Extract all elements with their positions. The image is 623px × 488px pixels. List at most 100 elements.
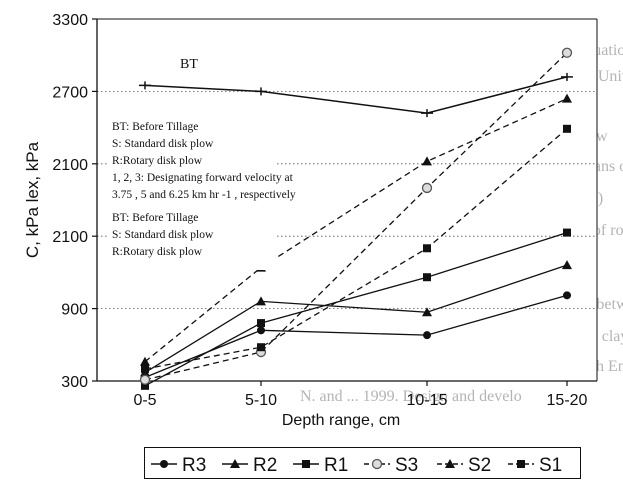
- annotation-note: R:Rotary disk plow: [112, 246, 203, 258]
- annotation-note: S: Standard disk plow: [112, 138, 214, 150]
- marker-square: [563, 124, 571, 133]
- series-line: [144, 264, 568, 374]
- legend-label: R3: [182, 455, 206, 476]
- data-point: [255, 87, 267, 96]
- marker-square: [257, 343, 265, 352]
- x-tick-label: 15-20: [547, 392, 588, 409]
- data-point: [563, 228, 571, 237]
- legend-marker: [517, 460, 525, 468]
- x-tick-label: 10-15: [407, 392, 448, 409]
- x-tick-label: 5-10: [245, 392, 277, 409]
- legend-label: S3: [395, 455, 418, 476]
- data-point: [139, 81, 151, 90]
- marker-open-circle: [421, 182, 433, 194]
- data-point: [563, 291, 571, 300]
- legend-item-r2: R2: [222, 455, 277, 476]
- series-line: [144, 231, 568, 387]
- data-point: [421, 182, 433, 194]
- legend-marker: [160, 460, 168, 468]
- legend-item-r3: R3: [151, 455, 206, 476]
- data-point: [257, 343, 265, 352]
- series-line: [144, 76, 568, 114]
- annotation-note: BT: Before Tillage: [112, 212, 198, 224]
- data-point: [423, 331, 431, 340]
- data-point: [422, 307, 432, 317]
- data-point: [257, 326, 265, 335]
- legend-label: S2: [468, 455, 491, 476]
- legend-label: S1: [539, 455, 562, 476]
- data-point: [563, 124, 571, 133]
- marker-open-circle: [371, 458, 383, 470]
- annotation-note: S: Standard disk plow: [112, 229, 214, 241]
- marker-triangle: [230, 459, 240, 468]
- legend-marker: [230, 459, 240, 468]
- annotation-note: BT: Before Tillage: [112, 121, 198, 133]
- marker-circle: [160, 460, 168, 468]
- legend-marker: [445, 459, 455, 468]
- y-tick-label: 300: [61, 374, 88, 391]
- note-box-1: [107, 114, 277, 204]
- marker-circle: [257, 326, 265, 335]
- data-point: [140, 356, 150, 366]
- data-point: [561, 47, 573, 58]
- marker-open-circle: [561, 47, 573, 58]
- data-point: [562, 260, 572, 270]
- legend-item-s2: S2: [437, 455, 491, 476]
- data-point: [141, 381, 149, 390]
- y-tick-label: 2700: [52, 84, 88, 101]
- data-point: [257, 319, 265, 328]
- legend-marker: [302, 460, 310, 468]
- annotation-note: 3.75 , 5 and 6.25 km hr -1 , respectivel…: [112, 189, 296, 201]
- marker-square: [141, 364, 149, 373]
- marker-square: [517, 460, 525, 468]
- marker-circle: [423, 331, 431, 340]
- x-axis-title: Depth range, cm: [282, 412, 400, 429]
- marker-square: [423, 244, 431, 253]
- marker-triangle: [562, 93, 572, 103]
- data-point: [561, 72, 573, 81]
- bt-series-label: BT: [180, 57, 198, 72]
- marker-square: [141, 381, 149, 390]
- series-group: [139, 47, 573, 390]
- marker-square: [302, 460, 310, 468]
- marker-triangle: [422, 156, 432, 166]
- marker-circle: [563, 291, 571, 300]
- data-point: [422, 156, 432, 166]
- annotation-note: R:Rotary disk plow: [112, 155, 203, 167]
- marker-triangle: [422, 307, 432, 317]
- marker-square: [423, 273, 431, 282]
- series-s1: [141, 124, 571, 373]
- series-line: [144, 98, 568, 363]
- marker-triangle: [445, 459, 455, 468]
- y-tick-label: 900: [61, 302, 88, 319]
- data-point: [423, 244, 431, 253]
- y-tick-label: 2100: [52, 157, 88, 174]
- data-point: [256, 296, 266, 306]
- series-line: [144, 52, 568, 381]
- marker-triangle: [562, 260, 572, 270]
- series-r2: [140, 260, 572, 377]
- series-r1: [141, 228, 571, 390]
- marker-square: [563, 228, 571, 237]
- chart-legend: R3 R2 R1 S3 S2 S1: [144, 447, 581, 479]
- legend-label: R1: [324, 455, 348, 476]
- data-point: [562, 93, 572, 103]
- series-bt: [139, 72, 573, 118]
- y-tick-label: 2100: [52, 229, 88, 246]
- legend-marker: [371, 458, 383, 470]
- note-box-2: [107, 206, 277, 270]
- legend-item-s1: S1: [508, 455, 562, 476]
- y-axis-title: C, kPa lex, kPa: [23, 141, 42, 258]
- data-point: [139, 374, 151, 385]
- marker-square: [257, 319, 265, 328]
- marker-triangle: [140, 356, 150, 366]
- legend-item-r1: R1: [293, 455, 348, 476]
- marker-open-circle: [139, 374, 151, 385]
- data-point: [421, 109, 433, 118]
- data-point: [423, 273, 431, 282]
- series-line: [144, 128, 568, 370]
- annotation-note: 1, 2, 3: Designating forward velocity at: [112, 172, 294, 184]
- x-tick-label: 0-5: [133, 392, 156, 409]
- legend-item-s3: S3: [364, 455, 418, 476]
